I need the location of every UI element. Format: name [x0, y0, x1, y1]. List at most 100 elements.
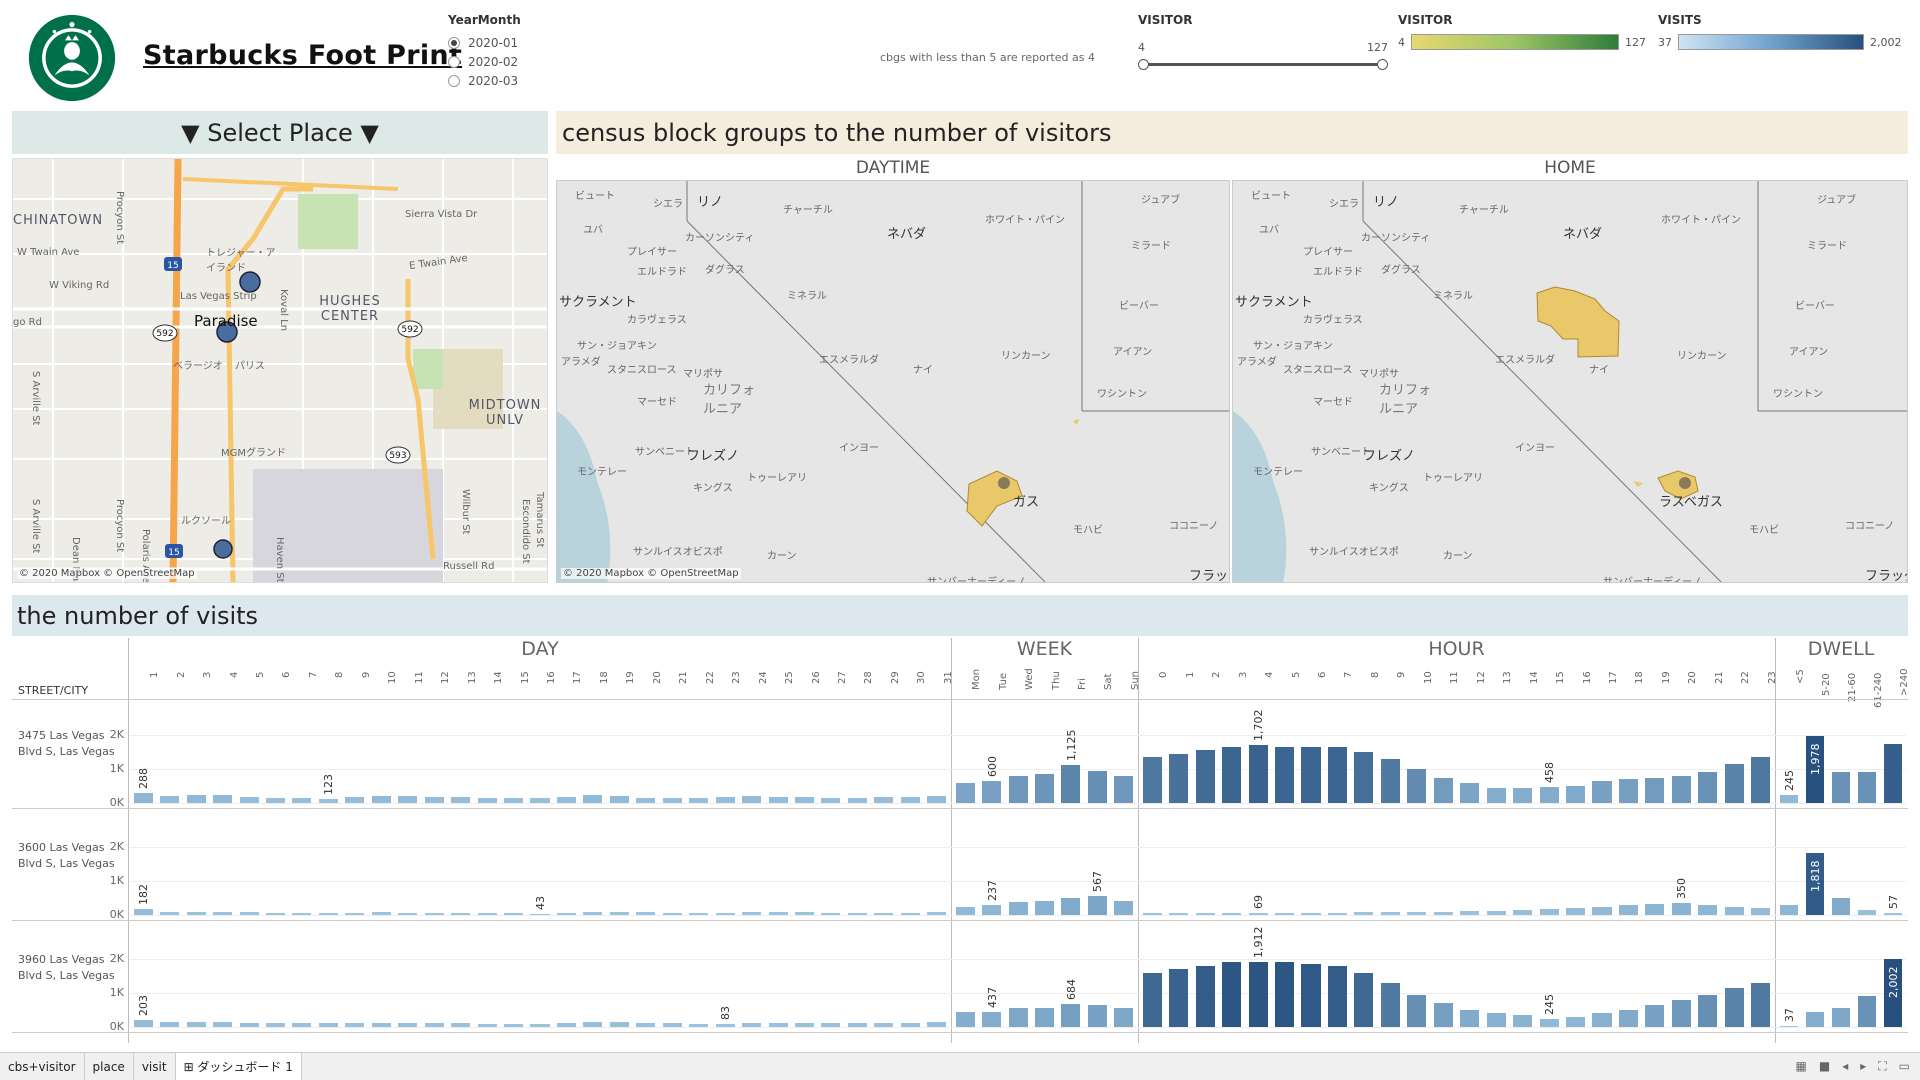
bar-day[interactable] — [160, 911, 180, 915]
bar-hour[interactable] — [1618, 779, 1638, 803]
bar-hour[interactable] — [1592, 1013, 1612, 1027]
bar-hour[interactable] — [1566, 908, 1586, 915]
bar-hour[interactable] — [1751, 757, 1771, 803]
bar-day[interactable] — [318, 798, 338, 803]
bar-day[interactable] — [556, 796, 576, 803]
bar-hour[interactable] — [1169, 969, 1189, 1027]
place-map[interactable]: 15 592 592 593 15 CHINATOWN W Twain Ave … — [12, 158, 548, 583]
bar-dwell[interactable] — [1805, 853, 1825, 915]
bar-day[interactable] — [636, 912, 656, 915]
tab-dashboard[interactable]: ⊞ ダッシュボード 1 — [175, 1052, 302, 1080]
bar-dwell[interactable] — [1883, 958, 1903, 1027]
bar-day[interactable] — [874, 1023, 894, 1027]
bar-week[interactable] — [955, 782, 975, 803]
bar-day[interactable] — [424, 1023, 444, 1027]
bar-day[interactable] — [662, 912, 682, 915]
bar-day[interactable] — [662, 1023, 682, 1027]
bar-week[interactable] — [1087, 895, 1107, 915]
bar-hour[interactable] — [1380, 758, 1400, 803]
present-icon[interactable]: ▭ — [1898, 1059, 1910, 1073]
bar-hour[interactable] — [1539, 787, 1559, 803]
bar-day[interactable] — [636, 797, 656, 803]
bar-hour[interactable] — [1195, 965, 1215, 1027]
bar-day[interactable] — [451, 796, 471, 803]
radio-icon[interactable] — [448, 74, 460, 87]
bar-week[interactable] — [1008, 775, 1028, 803]
bar-dwell[interactable] — [1883, 913, 1903, 915]
bar-hour[interactable] — [1433, 777, 1453, 803]
bar-hour[interactable] — [1327, 965, 1347, 1027]
home-map[interactable]: ビュート シエラ リノ チャーチル ジュアブ ユバ ネバダ プレイサー カーソン… — [1232, 180, 1908, 583]
bar-hour[interactable] — [1645, 903, 1665, 915]
bar-week[interactable] — [1034, 901, 1054, 915]
bar-hour[interactable] — [1618, 904, 1638, 915]
bar-day[interactable] — [239, 912, 259, 915]
bar-hour[interactable] — [1142, 972, 1162, 1027]
bar-week[interactable] — [1061, 764, 1081, 803]
bar-hour[interactable] — [1248, 745, 1268, 803]
bar-day[interactable] — [265, 912, 285, 915]
bar-day[interactable] — [477, 912, 497, 915]
slider-handle-max[interactable] — [1377, 59, 1388, 70]
bar-day[interactable] — [742, 912, 762, 915]
bar-day[interactable] — [186, 1021, 206, 1027]
bar-dwell[interactable] — [1805, 1011, 1825, 1027]
bar-day[interactable] — [292, 1022, 312, 1027]
bar-week[interactable] — [1114, 775, 1134, 803]
bar-day[interactable] — [768, 912, 788, 915]
bar-dwell[interactable] — [1779, 794, 1799, 803]
next-icon[interactable]: ▸ — [1860, 1059, 1867, 1073]
bar-day[interactable] — [530, 913, 550, 915]
single-view-icon[interactable]: ■ — [1818, 1059, 1831, 1073]
bar-day[interactable] — [133, 793, 153, 803]
bar-day[interactable] — [213, 911, 233, 915]
bar-day[interactable] — [768, 796, 788, 803]
bar-day[interactable] — [345, 1023, 365, 1027]
bar-hour[interactable] — [1274, 962, 1295, 1027]
bar-hour[interactable] — [1380, 982, 1400, 1027]
bar-day[interactable] — [583, 1021, 603, 1027]
bar-hour[interactable] — [1169, 753, 1189, 803]
bar-hour[interactable] — [1645, 1004, 1665, 1027]
bar-hour[interactable] — [1222, 962, 1242, 1027]
yearmonth-option[interactable]: 2020-01 — [448, 33, 521, 52]
bar-week[interactable] — [1008, 902, 1028, 915]
bar-day[interactable] — [821, 1023, 841, 1027]
bar-hour[interactable] — [1142, 757, 1162, 803]
bar-week[interactable] — [1114, 900, 1134, 915]
bar-day[interactable] — [609, 795, 629, 803]
bar-hour[interactable] — [1724, 763, 1744, 803]
bar-day[interactable] — [715, 912, 735, 915]
bar-hour[interactable] — [1513, 1015, 1533, 1027]
bar-day[interactable] — [847, 1023, 867, 1027]
bar-hour[interactable] — [1486, 910, 1506, 915]
bar-hour[interactable] — [1645, 777, 1665, 803]
bar-hour[interactable] — [1724, 987, 1744, 1027]
bar-hour[interactable] — [1566, 786, 1586, 803]
bar-week[interactable] — [1087, 770, 1107, 803]
bar-hour[interactable] — [1618, 1010, 1638, 1027]
bar-week[interactable] — [1061, 898, 1081, 915]
yearmonth-option[interactable]: 2020-02 — [448, 52, 521, 71]
bar-hour[interactable] — [1698, 904, 1718, 915]
bar-dwell[interactable] — [1857, 909, 1877, 915]
bar-hour[interactable] — [1327, 746, 1347, 803]
bar-hour[interactable] — [1354, 752, 1374, 803]
place-marker[interactable] — [213, 539, 233, 559]
select-place-header[interactable]: ▼ Select Place ▼ — [12, 111, 548, 154]
bar-hour[interactable] — [1301, 964, 1321, 1027]
bar-hour[interactable] — [1407, 769, 1427, 803]
bar-hour[interactable] — [1751, 908, 1771, 915]
bar-hour[interactable] — [1486, 787, 1506, 803]
bar-week[interactable] — [1034, 1008, 1054, 1027]
bar-day[interactable] — [742, 796, 762, 803]
bar-week[interactable] — [1008, 1008, 1028, 1027]
bar-day[interactable] — [160, 1021, 180, 1027]
bar-week[interactable] — [955, 1012, 975, 1027]
bar-hour[interactable] — [1460, 911, 1480, 915]
bar-hour[interactable] — [1407, 994, 1427, 1027]
bar-day[interactable] — [451, 1023, 471, 1027]
bar-day[interactable] — [556, 912, 576, 915]
bar-day[interactable] — [213, 794, 233, 803]
bar-week[interactable] — [1087, 1004, 1107, 1027]
